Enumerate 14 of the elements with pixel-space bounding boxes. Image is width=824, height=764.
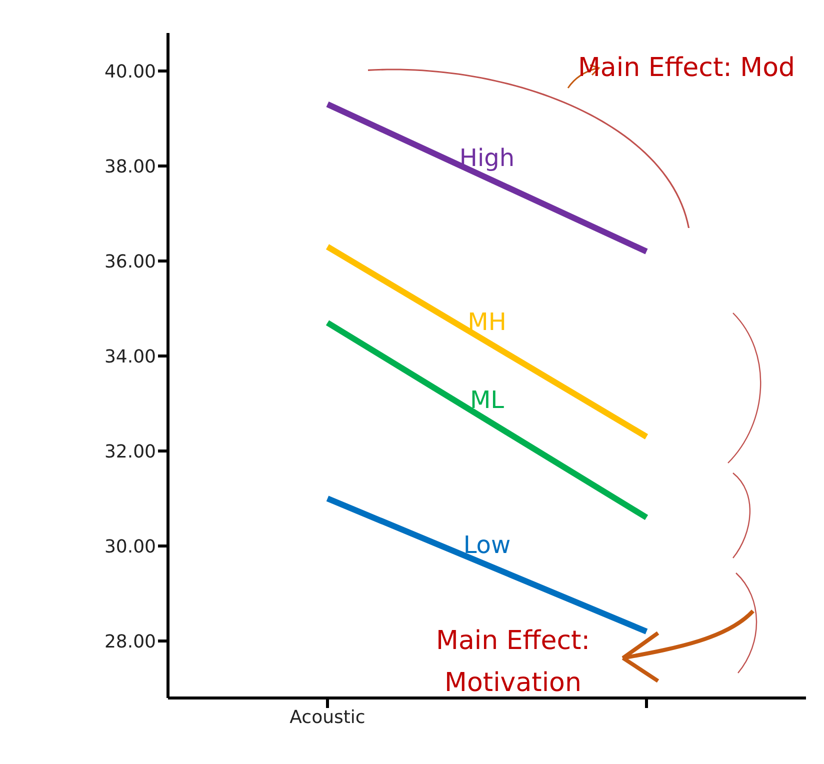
series-label: High bbox=[459, 144, 515, 172]
y-tick-label: 38.00 bbox=[104, 156, 156, 178]
series-label: ML bbox=[470, 386, 505, 414]
y-tick-label: 30.00 bbox=[104, 536, 156, 558]
y-tick-label: 28.00 bbox=[104, 631, 156, 652]
x-tick-label: Acoustic bbox=[290, 706, 366, 728]
series-label: Low bbox=[463, 531, 511, 559]
annotation: Main Effect: Motivation bbox=[435, 625, 591, 700]
y-tick-label: 40.00 bbox=[104, 61, 156, 82]
annotation: Main Effect: Mod bbox=[578, 53, 796, 83]
y-tick-label: 36.00 bbox=[104, 251, 156, 272]
series-label: MH bbox=[468, 308, 506, 336]
y-tick-label: 34.00 bbox=[104, 346, 156, 368]
y-tick-label: 32.00 bbox=[104, 441, 156, 462]
